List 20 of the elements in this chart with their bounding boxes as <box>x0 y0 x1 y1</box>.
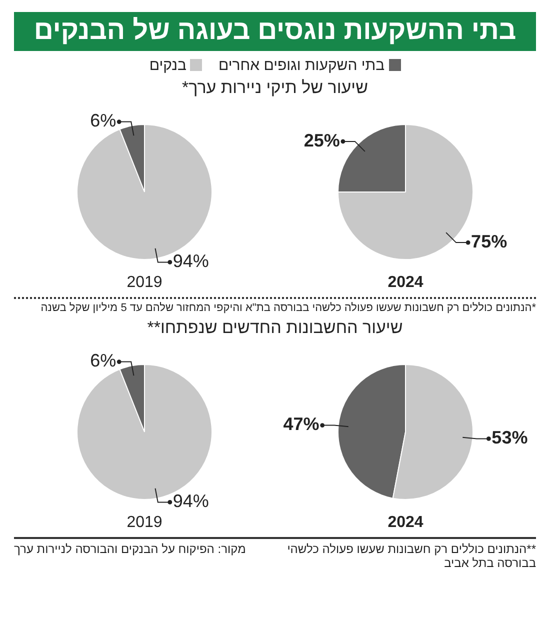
legend-label: בתי השקעות וגופים אחרים <box>218 57 386 74</box>
text: מקור: הפיקוח על הבנקים והבורסה לניירות ערך <box>14 542 246 558</box>
text: **הנתונים כוללים רק חשבונות שעשו פעולה כלשהי בבורסה בתל אביב <box>286 542 536 570</box>
data-label: 6% <box>90 350 116 371</box>
data-label: 53% <box>492 428 528 448</box>
text: שיעור של תיקי ניירות ערך* <box>181 78 369 98</box>
chart-title: בתי ההשקעות נוגסים בעוגה של הבנקים <box>14 12 536 51</box>
legend-label: בנקים <box>149 57 188 74</box>
data-label: 6% <box>90 110 116 131</box>
data-label: 25% <box>304 130 340 150</box>
data-label: 47% <box>283 414 320 434</box>
text: 2019 <box>126 274 164 292</box>
data-label: 75% <box>471 232 508 252</box>
text: 2019 <box>126 514 164 532</box>
text: *הנתונים כוללים רק חשבונות שעשו פעולה כלשהי בבורסה בת"א והיקפי המחזור שלהם עד 5 מיליון שקל בשנה <box>40 302 536 314</box>
data-label: 94% <box>172 491 209 512</box>
data-label: 94% <box>172 251 209 272</box>
text: שיעור החשבונות החדשים שנפתחו** <box>146 318 404 338</box>
text: 2024 <box>386 514 424 532</box>
text: 2024 <box>386 274 424 292</box>
